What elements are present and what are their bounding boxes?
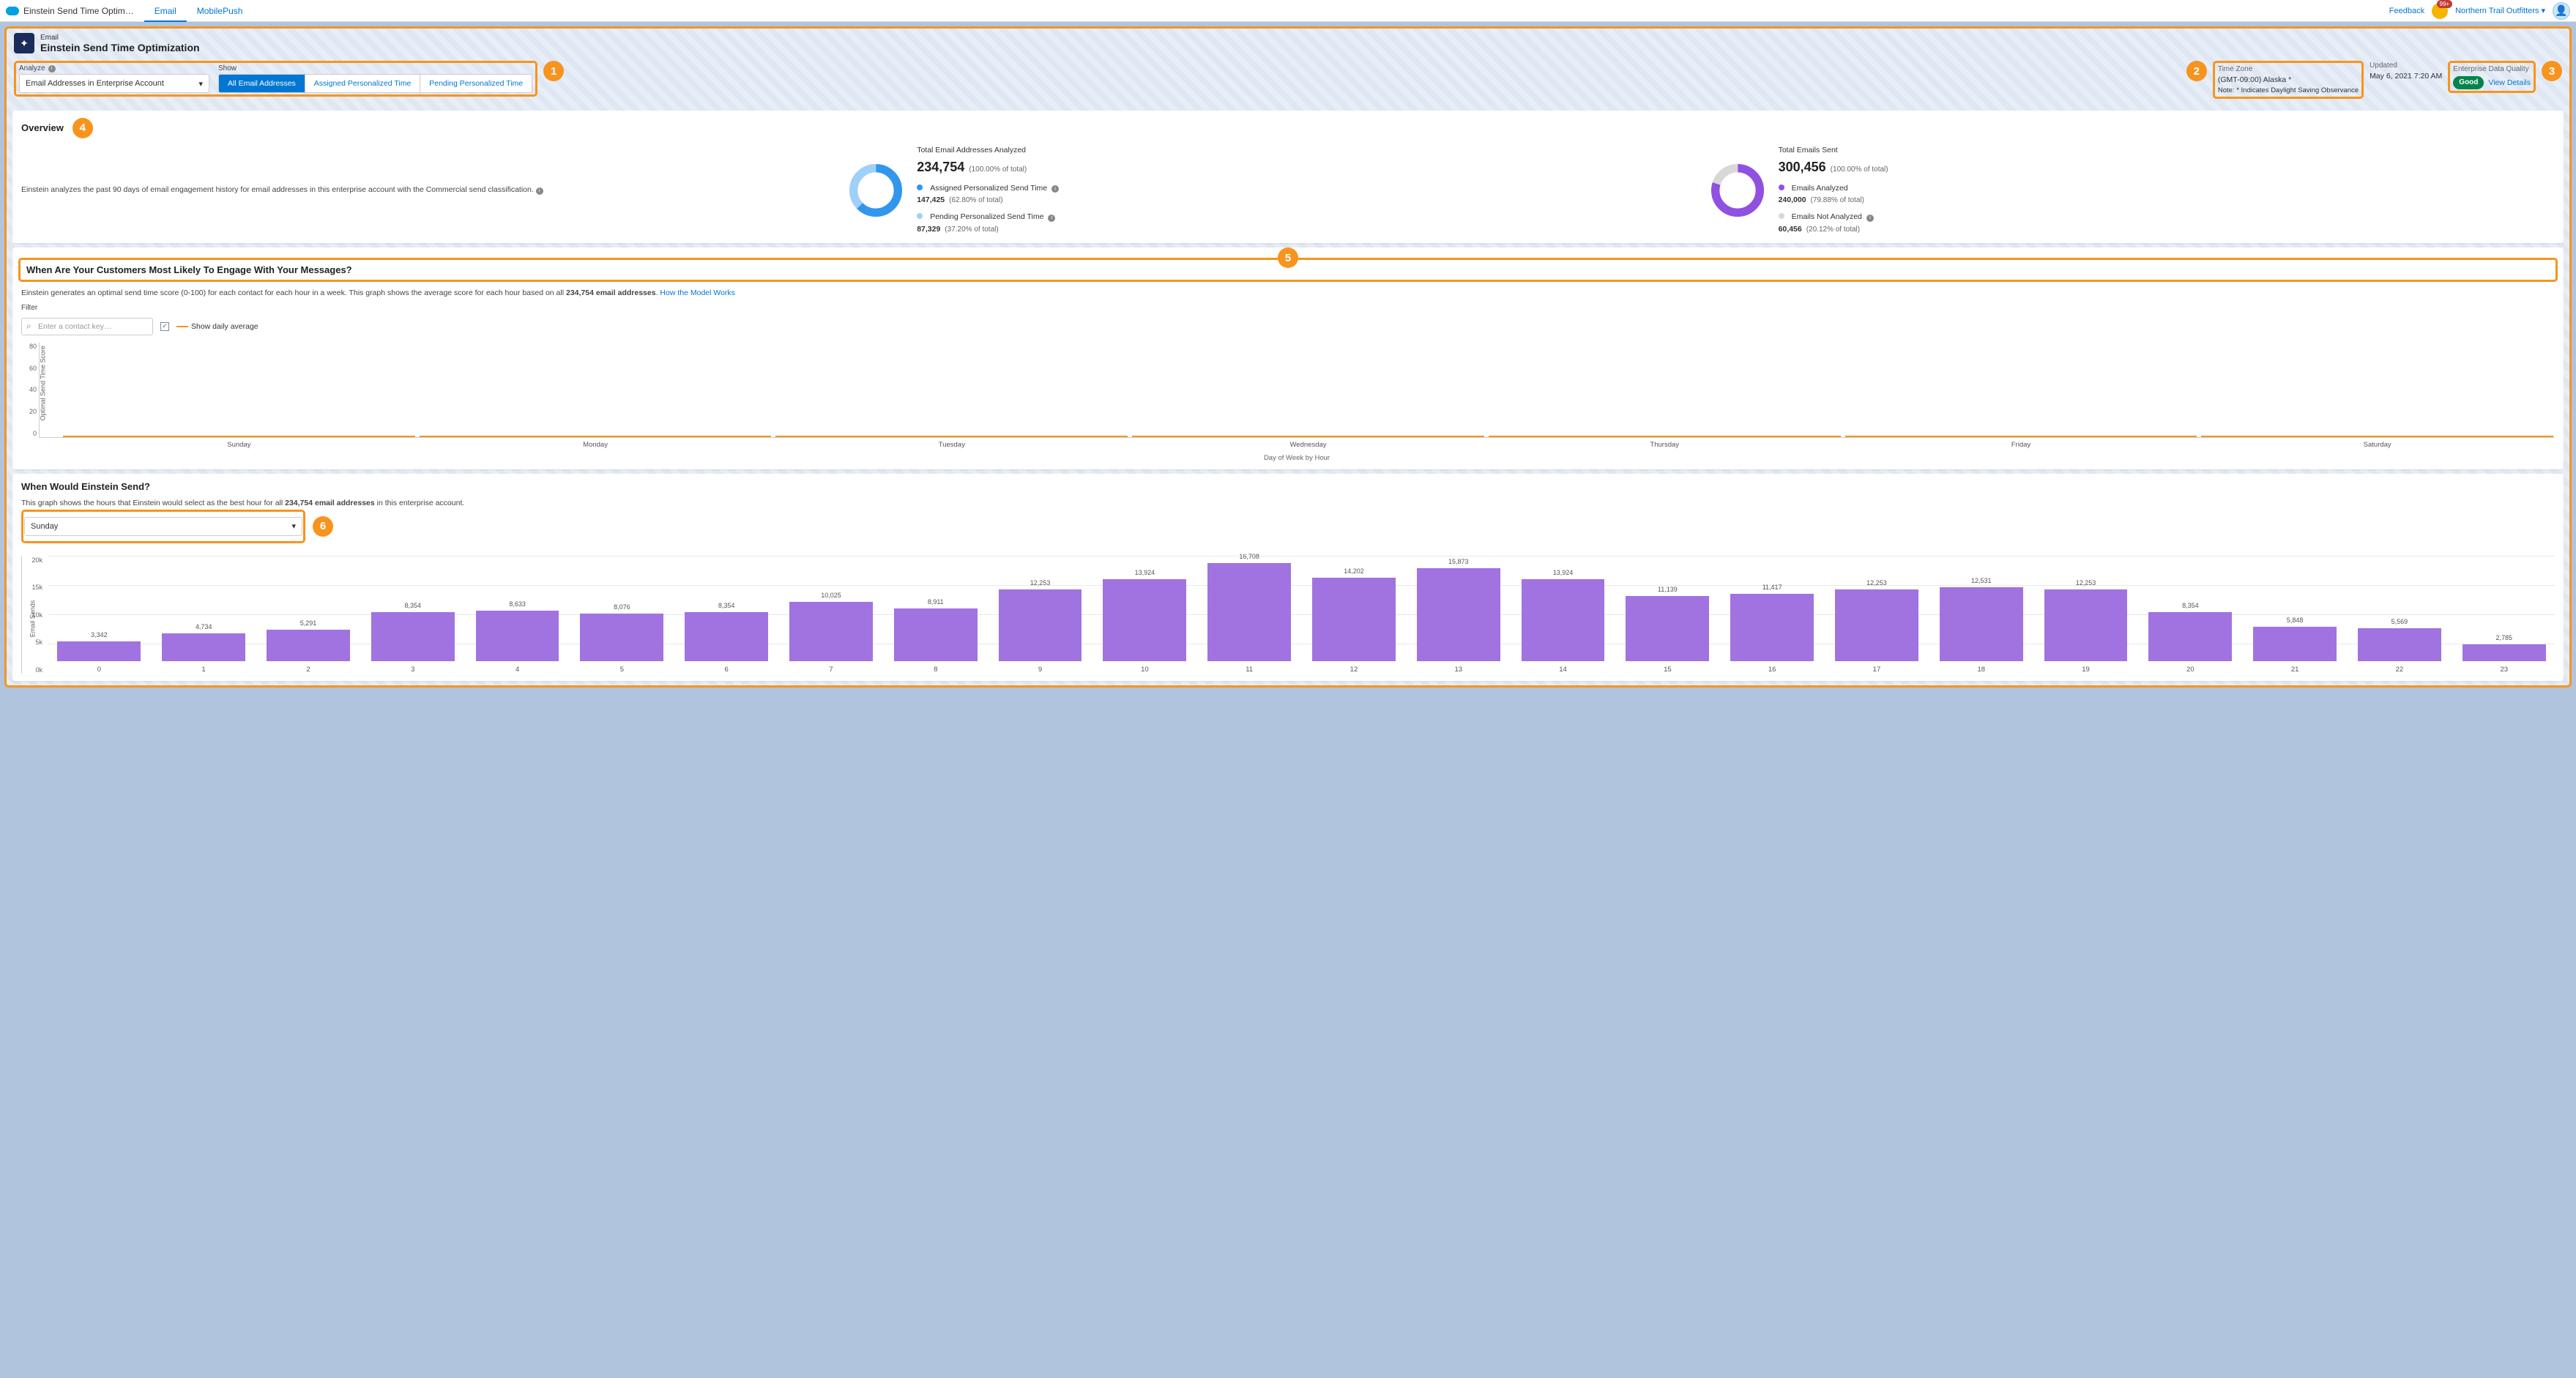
salesforce-cloud-icon xyxy=(6,7,19,15)
overview-desc: Einstein analyzes the past 90 days of em… xyxy=(21,185,832,196)
callout-6: 6 xyxy=(313,516,333,537)
callout-2: 2 xyxy=(2186,61,2207,81)
send-bar: 15,87313 xyxy=(1407,568,1509,674)
send-bar: 12,25317 xyxy=(1826,589,1928,674)
send-bar: 12,2539 xyxy=(989,589,1091,674)
callout-5: 5 xyxy=(1278,247,1298,268)
send-bar: 13,92414 xyxy=(1512,579,1614,673)
astro-avatar-icon[interactable]: 99+ xyxy=(2432,3,2448,19)
analyze-label: Analyze i xyxy=(19,64,209,72)
feedback-link[interactable]: Feedback xyxy=(2389,7,2424,15)
filter-input[interactable]: Enter a contact key… xyxy=(21,318,153,335)
send-bar: 13,92410 xyxy=(1094,579,1196,673)
show-avg-checkbox[interactable]: ✓ xyxy=(160,322,169,331)
show-label: Show xyxy=(218,64,532,72)
controls-row: Analyze i Email Addresses in Enterprise … xyxy=(7,58,2569,106)
send-bar: 5,56922 xyxy=(2349,628,2451,674)
header-title: Einstein Send Time Optimization xyxy=(40,42,200,53)
engagement-bar-chart: 806040200 xyxy=(39,343,2555,438)
page-header: ✦ Email Einstein Send Time Optimization xyxy=(7,29,2569,58)
info-icon[interactable]: i xyxy=(1051,185,1059,193)
view-details-link[interactable]: View Details xyxy=(2488,78,2531,89)
send-bar: 8,6334 xyxy=(466,611,568,674)
show-tab[interactable]: All Email Addresses xyxy=(219,75,305,92)
donut-chart-addresses xyxy=(846,161,905,220)
header-subtitle: Email xyxy=(40,34,200,42)
send-bar: 4,7341 xyxy=(153,633,255,674)
x-axis-title: Day of Week by Hour xyxy=(39,454,2555,462)
send-bar: 2,78523 xyxy=(2453,644,2555,673)
notification-badge: 99+ xyxy=(2437,0,2453,8)
overview-title: Overview xyxy=(21,122,64,133)
send-bar: 8,9118 xyxy=(885,608,986,673)
top-nav: Einstein Send Time Optim… EmailMobilePus… xyxy=(0,0,2576,22)
engagement-card: 5 When Are Your Customers Most Likely To… xyxy=(12,247,2564,469)
send-bar: 12,25319 xyxy=(2035,589,2137,674)
send-bar: 8,0765 xyxy=(571,614,673,674)
send-bar: 11,41716 xyxy=(1721,594,1823,673)
send-bar-chart: 20k15k10k5k0k 3,34204,73415,29128,35438,… xyxy=(21,556,2555,674)
page-container: ✦ Email Einstein Send Time Optimization … xyxy=(4,26,2572,688)
send-bar: 3,3420 xyxy=(48,641,150,674)
show-tab[interactable]: Pending Personalized Time xyxy=(420,75,532,92)
send-bar: 8,35420 xyxy=(2140,612,2241,674)
nav-tab-email[interactable]: Email xyxy=(144,0,187,22)
info-icon[interactable]: i xyxy=(536,187,543,195)
show-tabs: All Email AddressesAssigned Personalized… xyxy=(218,74,532,93)
analyze-dropdown[interactable]: Email Addresses in Enterprise Account ▾ xyxy=(19,74,209,93)
org-switcher[interactable]: Northern Trail Outfitters ▾ xyxy=(2455,6,2545,15)
chevron-down-icon: ▾ xyxy=(198,79,203,89)
send-bar: 11,13915 xyxy=(1617,596,1719,674)
send-title: When Would Einstein Send? xyxy=(21,481,150,492)
send-bar: 16,70811 xyxy=(1199,563,1300,674)
einstein-icon: ✦ xyxy=(14,33,34,53)
send-bar: 12,53118 xyxy=(1930,587,2032,673)
send-bar: 5,84821 xyxy=(2244,627,2346,674)
how-model-works-link[interactable]: How the Model Works xyxy=(660,288,735,297)
chevron-down-icon: ▾ xyxy=(291,521,296,531)
overview-card: Overview 4 Einstein analyzes the past 90… xyxy=(12,111,2564,243)
user-avatar-icon[interactable]: 👤 xyxy=(2553,2,2570,20)
callout-4: 4 xyxy=(72,118,93,138)
nav-tab-mobilepush[interactable]: MobilePush xyxy=(187,0,253,21)
callout-3: 3 xyxy=(2542,61,2562,81)
total-emails-value: 300,456 xyxy=(1779,157,1826,178)
donut-chart-emails xyxy=(1708,161,1767,220)
day-dropdown[interactable]: Sunday ▾ xyxy=(24,517,302,536)
send-bar: 5,2912 xyxy=(258,630,360,673)
show-tab[interactable]: Assigned Personalized Time xyxy=(305,75,421,92)
info-icon[interactable]: i xyxy=(48,65,56,72)
total-addresses-label: Total Email Addresses Analyzed xyxy=(917,144,1059,157)
send-bar: 14,20212 xyxy=(1303,578,1405,674)
total-emails-label: Total Emails Sent xyxy=(1779,144,1888,157)
filter-label: Filter xyxy=(21,304,2555,312)
send-card: When Would Einstein Send? This graph sho… xyxy=(12,474,2564,681)
info-icon[interactable]: i xyxy=(1866,215,1874,222)
quality-block: Enterprise Data Quality Good View Detail… xyxy=(2448,61,2536,93)
send-bar: 10,0257 xyxy=(781,602,882,673)
timezone-block: Time Zone (GMT-09:00) Alaska * Note: * I… xyxy=(2213,61,2364,99)
info-icon[interactable]: i xyxy=(1048,215,1055,222)
updated-block: Updated May 6, 2021 7:20 AM xyxy=(2370,61,2442,82)
quality-badge: Good xyxy=(2453,76,2484,89)
app-title: Einstein Send Time Optim… xyxy=(23,6,134,16)
callout-1: 1 xyxy=(543,61,564,81)
send-bar: 8,3543 xyxy=(362,612,464,674)
send-bar: 8,3546 xyxy=(676,612,778,674)
total-addresses-value: 234,754 xyxy=(917,157,964,178)
